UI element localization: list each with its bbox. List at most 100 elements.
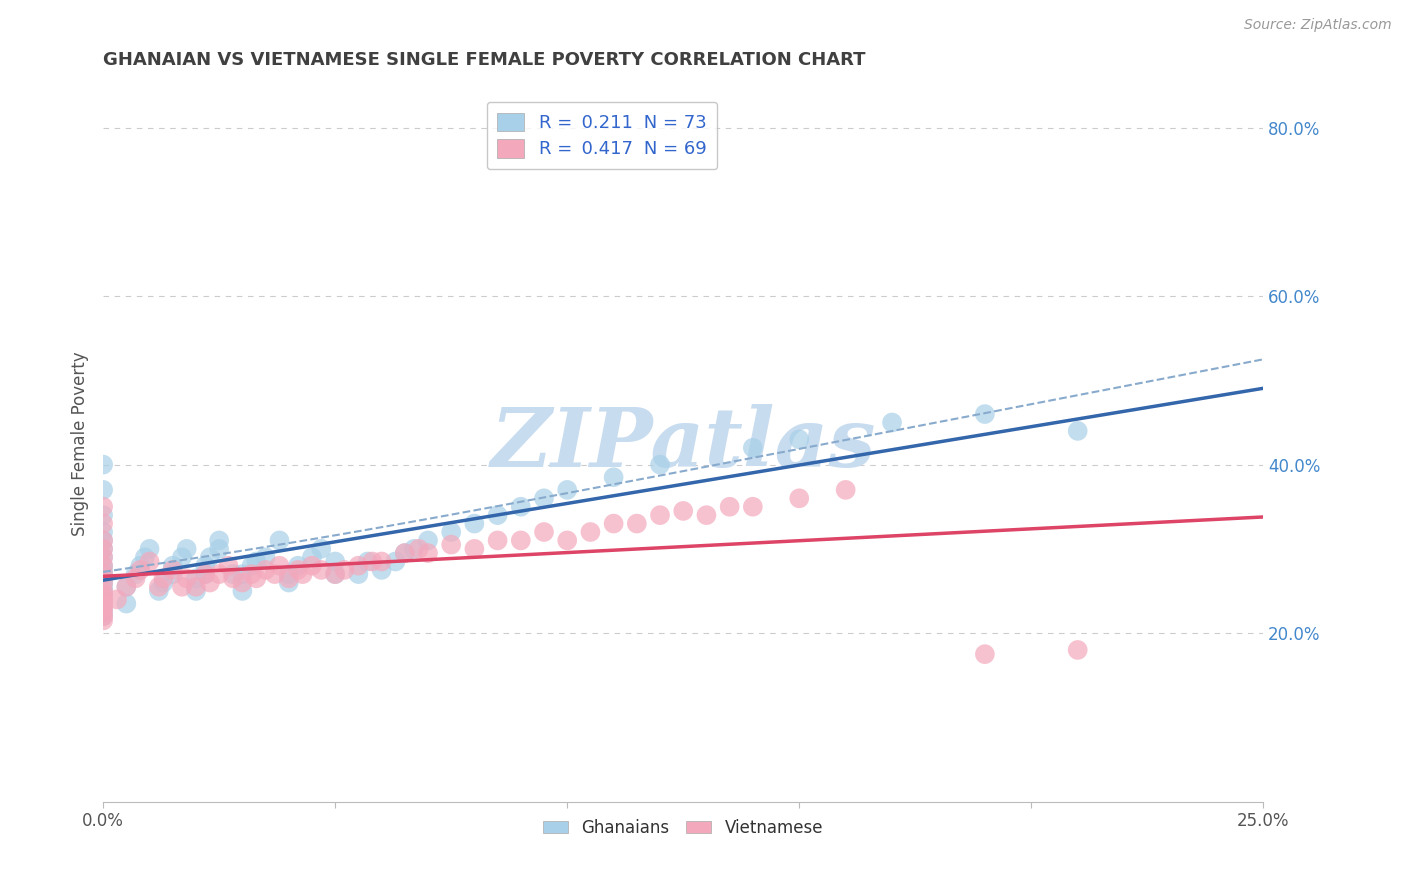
- Point: [162, 563, 184, 577]
- Point: [231, 584, 253, 599]
- Point: [231, 567, 253, 582]
- Point: [91, 600, 114, 615]
- Point: [162, 567, 184, 582]
- Point: [277, 575, 299, 590]
- Point: [184, 584, 207, 599]
- Point: [129, 563, 152, 577]
- Point: [184, 580, 207, 594]
- Point: [91, 516, 114, 531]
- Point: [91, 483, 114, 497]
- Point: [555, 533, 578, 548]
- Point: [91, 605, 114, 619]
- Point: [602, 470, 624, 484]
- Point: [198, 575, 221, 590]
- Point: [91, 592, 114, 607]
- Point: [309, 541, 332, 556]
- Point: [880, 416, 903, 430]
- Point: [91, 550, 114, 565]
- Point: [115, 597, 138, 611]
- Point: [347, 558, 370, 573]
- Legend: Ghanaians, Vietnamese: Ghanaians, Vietnamese: [537, 812, 830, 843]
- Point: [323, 554, 346, 568]
- Point: [91, 550, 114, 565]
- Point: [148, 584, 170, 599]
- Point: [91, 580, 114, 594]
- Point: [370, 554, 392, 568]
- Point: [91, 500, 114, 514]
- Point: [718, 500, 741, 514]
- Point: [124, 567, 146, 582]
- Point: [648, 458, 671, 472]
- Point: [176, 571, 198, 585]
- Point: [91, 508, 114, 523]
- Point: [240, 567, 263, 582]
- Point: [91, 558, 114, 573]
- Point: [208, 567, 231, 582]
- Point: [579, 524, 602, 539]
- Y-axis label: Single Female Poverty: Single Female Poverty: [72, 351, 89, 536]
- Point: [134, 550, 156, 565]
- Point: [648, 508, 671, 523]
- Point: [269, 533, 291, 548]
- Point: [91, 597, 114, 611]
- Point: [91, 567, 114, 582]
- Point: [384, 554, 406, 568]
- Point: [269, 558, 291, 573]
- Point: [370, 563, 392, 577]
- Point: [263, 567, 285, 582]
- Point: [152, 575, 174, 590]
- Point: [254, 563, 277, 577]
- Point: [91, 609, 114, 624]
- Point: [91, 588, 114, 602]
- Point: [347, 567, 370, 582]
- Point: [222, 571, 245, 585]
- Point: [741, 500, 763, 514]
- Point: [245, 554, 267, 568]
- Point: [509, 500, 531, 514]
- Point: [91, 592, 114, 607]
- Point: [333, 563, 356, 577]
- Point: [91, 614, 114, 628]
- Point: [91, 533, 114, 548]
- Point: [170, 550, 193, 565]
- Point: [602, 516, 624, 531]
- Point: [194, 567, 217, 582]
- Point: [416, 546, 439, 560]
- Point: [91, 458, 114, 472]
- Point: [626, 516, 648, 531]
- Point: [486, 508, 509, 523]
- Point: [91, 575, 114, 590]
- Text: GHANAIAN VS VIETNAMESE SINGLE FEMALE POVERTY CORRELATION CHART: GHANAIAN VS VIETNAMESE SINGLE FEMALE POV…: [103, 51, 866, 69]
- Point: [463, 516, 485, 531]
- Point: [198, 550, 221, 565]
- Text: Source: ZipAtlas.com: Source: ZipAtlas.com: [1244, 18, 1392, 32]
- Point: [394, 546, 416, 560]
- Point: [394, 546, 416, 560]
- Point: [115, 580, 138, 594]
- Point: [91, 567, 114, 582]
- Point: [277, 571, 299, 585]
- Point: [291, 567, 314, 582]
- Point: [287, 563, 309, 577]
- Point: [672, 504, 695, 518]
- Point: [463, 541, 485, 556]
- Point: [138, 554, 160, 568]
- Point: [91, 609, 114, 624]
- Point: [533, 491, 555, 506]
- Point: [287, 558, 309, 573]
- Point: [222, 567, 245, 582]
- Point: [208, 533, 231, 548]
- Point: [91, 558, 114, 573]
- Point: [91, 605, 114, 619]
- Point: [91, 541, 114, 556]
- Point: [91, 524, 114, 539]
- Point: [695, 508, 717, 523]
- Point: [323, 567, 346, 582]
- Point: [91, 533, 114, 548]
- Point: [217, 558, 239, 573]
- Point: [301, 550, 323, 565]
- Point: [91, 584, 114, 599]
- Point: [440, 538, 463, 552]
- Point: [509, 533, 531, 548]
- Point: [834, 483, 856, 497]
